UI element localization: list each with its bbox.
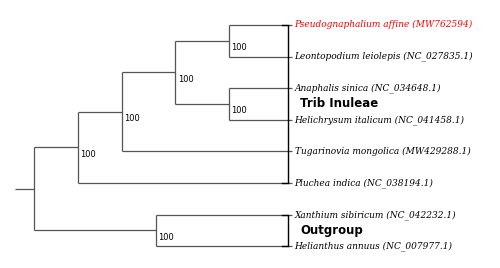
Text: 100: 100 xyxy=(124,114,140,123)
Text: Helianthus annuus (NC_007977.1): Helianthus annuus (NC_007977.1) xyxy=(294,241,452,251)
Text: Pluchea indica (NC_038194.1): Pluchea indica (NC_038194.1) xyxy=(294,178,434,188)
Text: Pseudognaphalium affine (MW762594): Pseudognaphalium affine (MW762594) xyxy=(294,20,473,29)
Text: 100: 100 xyxy=(158,233,174,242)
Text: 100: 100 xyxy=(232,106,247,116)
Text: Leontopodium leiolepis (NC_027835.1): Leontopodium leiolepis (NC_027835.1) xyxy=(294,52,473,61)
Text: 100: 100 xyxy=(178,75,194,84)
Text: Helichrysum italicum (NC_041458.1): Helichrysum italicum (NC_041458.1) xyxy=(294,115,464,125)
Text: Anaphalis sinica (NC_034648.1): Anaphalis sinica (NC_034648.1) xyxy=(294,83,441,93)
Text: Trib Inuleae: Trib Inuleae xyxy=(300,98,378,110)
Text: 100: 100 xyxy=(80,150,96,159)
Text: 100: 100 xyxy=(232,43,247,52)
Text: Xanthium sibiricum (NC_042232.1): Xanthium sibiricum (NC_042232.1) xyxy=(294,210,456,219)
Text: Outgroup: Outgroup xyxy=(300,224,363,237)
Text: Tugarinovia mongolica (MW429288.1): Tugarinovia mongolica (MW429288.1) xyxy=(294,147,470,156)
